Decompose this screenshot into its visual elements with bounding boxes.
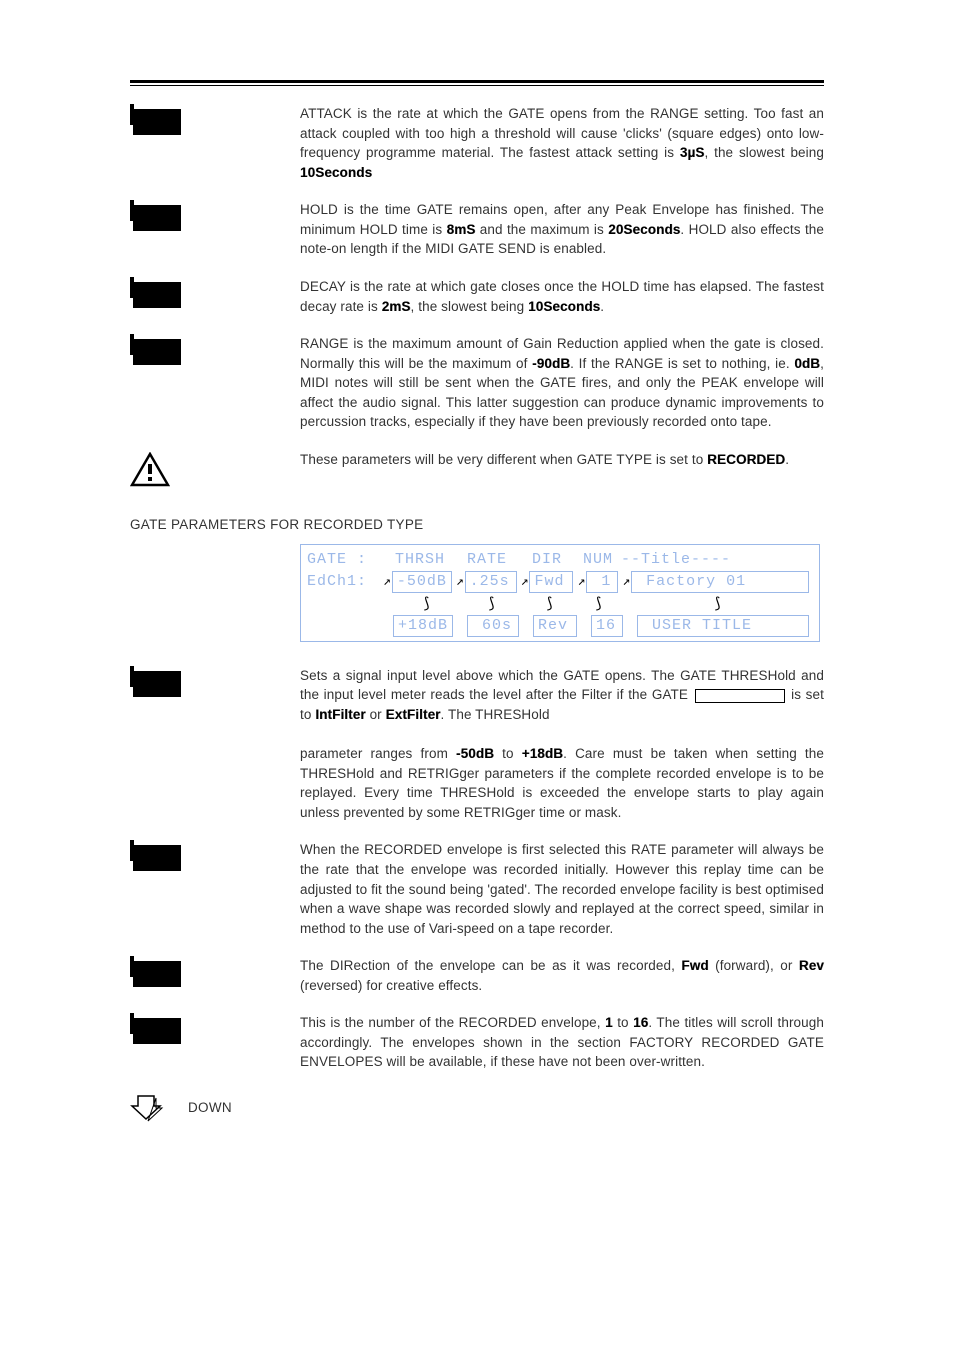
warning-icon [130, 452, 170, 488]
rec-thresh-text: Sets a signal input level above which th… [300, 666, 824, 823]
rule-thick [130, 80, 824, 83]
param-attack-row: ATTACK is the rate at which the GATE ope… [130, 104, 824, 182]
warning-text: These parameters will be very different … [300, 450, 824, 470]
down-arrow-icon [130, 1092, 166, 1122]
soft-button-icon [130, 202, 134, 220]
lcd-row-alt: +18dB 60s Rev 16 USER TITLE [307, 615, 813, 637]
param-hold-row: HOLD is the time GATE remains open, afte… [130, 200, 824, 259]
rec-rate-row: When the RECORDED envelope is first sele… [130, 840, 824, 938]
soft-button-icon [130, 668, 134, 686]
section-title: GATE PARAMETERS FOR RECORDED TYPE [130, 517, 824, 532]
soft-button-icon [130, 279, 134, 297]
param-hold-text: HOLD is the time GATE remains open, afte… [300, 200, 824, 259]
lcd-row-header: GATE : THRSH RATE DIR NUM --Title---- [307, 549, 813, 571]
rec-rate-text: When the RECORDED envelope is first sele… [300, 840, 824, 938]
param-decay-text: DECAY is the rate at which gate closes o… [300, 277, 824, 316]
rec-dir-row: The DIRection of the envelope can be as … [130, 956, 824, 995]
soft-button-icon [130, 336, 134, 354]
param-range-text: RANGE is the maximum amount of Gain Redu… [300, 334, 824, 432]
rule-thin [130, 85, 824, 86]
warning-row: These parameters will be very different … [130, 450, 824, 493]
rec-dir-text: The DIRection of the envelope can be as … [300, 956, 824, 995]
lcd-row-values: EdCh1: ↗-50dB ↗.25s ↗Fwd ↗ 1 ↗ Factory 0… [307, 571, 813, 593]
soft-button-icon [130, 1015, 134, 1033]
soft-button-icon [130, 106, 134, 124]
down-label: DOWN [166, 1100, 232, 1115]
down-row: DOWN [130, 1090, 824, 1122]
param-attack-text: ATTACK is the rate at which the GATE ope… [300, 104, 824, 182]
rec-thresh-row: Sets a signal input level above which th… [130, 666, 824, 823]
soft-button-icon [130, 842, 134, 860]
lcd-row-scroll: ⟆ ⟆ ⟆ ⟆ ⟆ [395, 593, 813, 615]
soft-button-icon [130, 958, 134, 976]
rec-num-text: This is the number of the RECORDED envel… [300, 1013, 824, 1072]
param-range-row: RANGE is the maximum amount of Gain Redu… [130, 334, 824, 432]
inline-gate-box [695, 689, 785, 703]
rec-num-row: This is the number of the RECORDED envel… [130, 1013, 824, 1072]
param-decay-row: DECAY is the rate at which gate closes o… [130, 277, 824, 316]
lcd-display: GATE : THRSH RATE DIR NUM --Title---- Ed… [300, 544, 824, 642]
